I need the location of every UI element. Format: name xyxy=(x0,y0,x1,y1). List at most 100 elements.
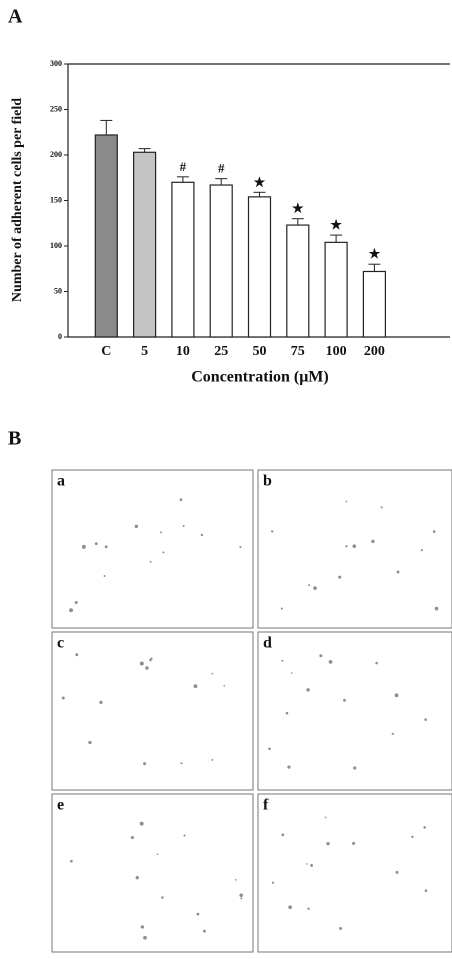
y-tick-label: 100 xyxy=(50,241,62,250)
error-bar xyxy=(138,148,151,153)
subpanel-label: b xyxy=(263,473,272,490)
bar xyxy=(362,270,386,338)
cell xyxy=(270,530,274,533)
micrograph xyxy=(51,631,254,791)
y-tick-label: 300 xyxy=(50,59,62,68)
cell xyxy=(139,661,144,666)
cell xyxy=(183,834,186,837)
cell xyxy=(319,654,323,658)
cell xyxy=(134,524,139,529)
cell xyxy=(240,897,243,900)
error-bar xyxy=(176,176,189,183)
micrograph xyxy=(257,469,452,629)
cell xyxy=(308,584,311,587)
bar xyxy=(171,181,195,338)
cell xyxy=(307,907,310,910)
error-bar xyxy=(291,218,304,226)
cell xyxy=(391,732,394,735)
micrograph xyxy=(257,631,452,791)
micrograph xyxy=(51,469,254,629)
y-tick-label: 200 xyxy=(50,150,62,159)
cell xyxy=(143,762,147,766)
cell xyxy=(352,544,357,548)
cell xyxy=(371,539,375,544)
cell xyxy=(281,659,284,662)
bar xyxy=(94,134,118,338)
cell xyxy=(234,879,237,881)
cell xyxy=(196,912,200,916)
cell xyxy=(88,740,92,745)
cell xyxy=(288,905,292,910)
subpanel-label: c xyxy=(57,635,64,652)
cell xyxy=(411,835,414,839)
cell xyxy=(310,864,314,867)
cell xyxy=(135,876,139,880)
subpanel-label: f xyxy=(263,797,269,814)
micrograph xyxy=(257,793,452,953)
cell xyxy=(156,853,159,856)
x-tick-label: 200 xyxy=(364,344,385,359)
cell xyxy=(149,560,152,563)
cell xyxy=(339,926,343,930)
cell xyxy=(239,893,243,898)
cell xyxy=(324,816,327,819)
cell xyxy=(352,841,356,845)
x-tick-label: 25 xyxy=(214,344,228,359)
subpanel-label: a xyxy=(57,473,65,490)
x-tick-label: 75 xyxy=(291,344,305,359)
x-tick-label: 10 xyxy=(176,344,190,359)
cell xyxy=(200,533,204,537)
cell xyxy=(285,711,289,715)
bar xyxy=(324,241,348,338)
cell xyxy=(104,545,108,549)
x-tick-label: 5 xyxy=(141,344,148,359)
cell xyxy=(313,586,317,590)
micrograph xyxy=(51,793,254,953)
cell xyxy=(70,859,73,863)
cell xyxy=(290,672,293,674)
error-bar xyxy=(368,263,381,272)
cell xyxy=(326,841,330,846)
cell xyxy=(75,653,79,657)
cell xyxy=(338,575,342,579)
cell xyxy=(61,696,65,700)
significance-mark: # xyxy=(218,161,225,176)
cell xyxy=(203,929,206,933)
cell xyxy=(180,762,183,765)
cell xyxy=(306,863,308,865)
bar xyxy=(133,151,157,338)
cell xyxy=(179,498,183,502)
error-bar xyxy=(253,191,266,197)
cell xyxy=(395,870,399,874)
cell xyxy=(396,570,400,574)
y-tick-label: 0 xyxy=(58,332,62,341)
subpanel-label: e xyxy=(57,797,64,814)
cell xyxy=(140,925,145,929)
cell xyxy=(149,658,152,662)
subpanel-label: d xyxy=(263,635,272,652)
significance-mark: ★ xyxy=(254,174,266,189)
cell xyxy=(345,500,348,503)
cell xyxy=(345,545,348,548)
cell xyxy=(268,747,271,751)
error-bar xyxy=(215,178,228,186)
y-tick-label: 250 xyxy=(50,104,62,113)
x-axis-label: Concentration (μM) xyxy=(191,369,328,386)
cell xyxy=(182,524,185,527)
significance-mark: ★ xyxy=(330,217,342,232)
x-tick-label: 100 xyxy=(326,344,347,359)
x-tick-label: C xyxy=(101,344,111,359)
cell xyxy=(420,549,423,552)
cell xyxy=(143,935,147,940)
significance-mark: # xyxy=(180,159,187,174)
bar xyxy=(247,196,272,338)
cell xyxy=(424,889,428,892)
cell xyxy=(423,826,426,829)
x-tick-label: 50 xyxy=(253,344,267,359)
cell xyxy=(160,531,163,534)
cell xyxy=(424,718,427,721)
cell xyxy=(434,606,439,611)
cell xyxy=(69,608,74,613)
significance-mark: ★ xyxy=(292,201,304,216)
